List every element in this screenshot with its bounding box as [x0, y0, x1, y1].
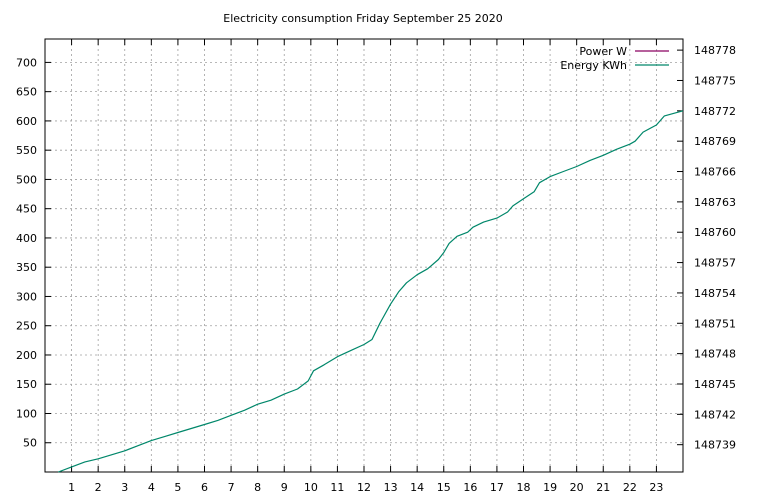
y2-tick-label: 148772 [694, 105, 736, 118]
x-tick-label: 19 [543, 481, 557, 494]
y2-tick-label: 148760 [694, 226, 736, 239]
y-tick-label: 450 [16, 203, 37, 216]
y2-tick-label: 148766 [694, 166, 736, 179]
ticks: 1 2 3 4 5 6 7 8 9 10 11 12 13 14 15 16 17 18 19 20 21 22 23501… [16, 39, 736, 494]
y-tick-label: 150 [16, 378, 37, 391]
x-tick-label: 5 [174, 481, 181, 494]
y2-tick-label: 148739 [694, 439, 736, 452]
y-tick-label: 500 [16, 173, 37, 186]
x-tick-label: 17 [490, 481, 504, 494]
y-tick-label: 250 [16, 320, 37, 333]
legend-label: Energy KWh [560, 59, 627, 72]
x-tick-label: 2 [95, 481, 102, 494]
x-tick-label: 21 [596, 481, 610, 494]
x-tick-label: 14 [410, 481, 424, 494]
x-tick-label: 10 [304, 481, 318, 494]
x-tick-label: 1 [68, 481, 75, 494]
y-tick-label: 600 [16, 115, 37, 128]
x-tick-label: 18 [517, 481, 531, 494]
x-tick-label: 20 [570, 481, 584, 494]
y2-tick-label: 148742 [694, 408, 736, 421]
y2-tick-label: 148745 [694, 378, 736, 391]
legend-label: Power W [579, 45, 627, 58]
y-tick-label: 650 [16, 86, 37, 99]
y2-tick-label: 148769 [694, 135, 736, 148]
y2-tick-label: 148757 [694, 257, 736, 270]
x-tick-label: 13 [384, 481, 398, 494]
y-tick-label: 700 [16, 56, 37, 69]
x-tick-label: 8 [254, 481, 261, 494]
x-tick-label: 22 [623, 481, 637, 494]
y-tick-label: 550 [16, 144, 37, 157]
y2-tick-label: 148775 [694, 74, 736, 87]
series-line-energy-kwh [58, 110, 684, 473]
x-tick-label: 6 [201, 481, 208, 494]
y2-tick-label: 148748 [694, 348, 736, 361]
x-tick-label: 15 [437, 481, 451, 494]
x-tick-label: 12 [357, 481, 371, 494]
y-tick-label: 400 [16, 232, 37, 245]
y-tick-label: 200 [16, 349, 37, 362]
x-tick-label: 3 [121, 481, 128, 494]
y-tick-label: 350 [16, 261, 37, 274]
chart-title: Electricity consumption Friday September… [223, 12, 502, 25]
y-tick-label: 50 [23, 437, 37, 450]
y-tick-label: 100 [16, 407, 37, 420]
x-tick-label: 11 [330, 481, 344, 494]
x-tick-label: 7 [228, 481, 235, 494]
x-tick-label: 16 [463, 481, 477, 494]
x-tick-label: 9 [281, 481, 288, 494]
y2-tick-label: 148751 [694, 317, 736, 330]
grid [45, 39, 683, 472]
y-tick-label: 300 [16, 290, 37, 303]
y2-tick-label: 148763 [694, 196, 736, 209]
x-tick-label: 4 [148, 481, 155, 494]
x-tick-label: 23 [649, 481, 663, 494]
y2-tick-label: 148754 [694, 287, 736, 300]
series-layer [58, 110, 684, 473]
y2-tick-label: 148778 [694, 44, 736, 57]
